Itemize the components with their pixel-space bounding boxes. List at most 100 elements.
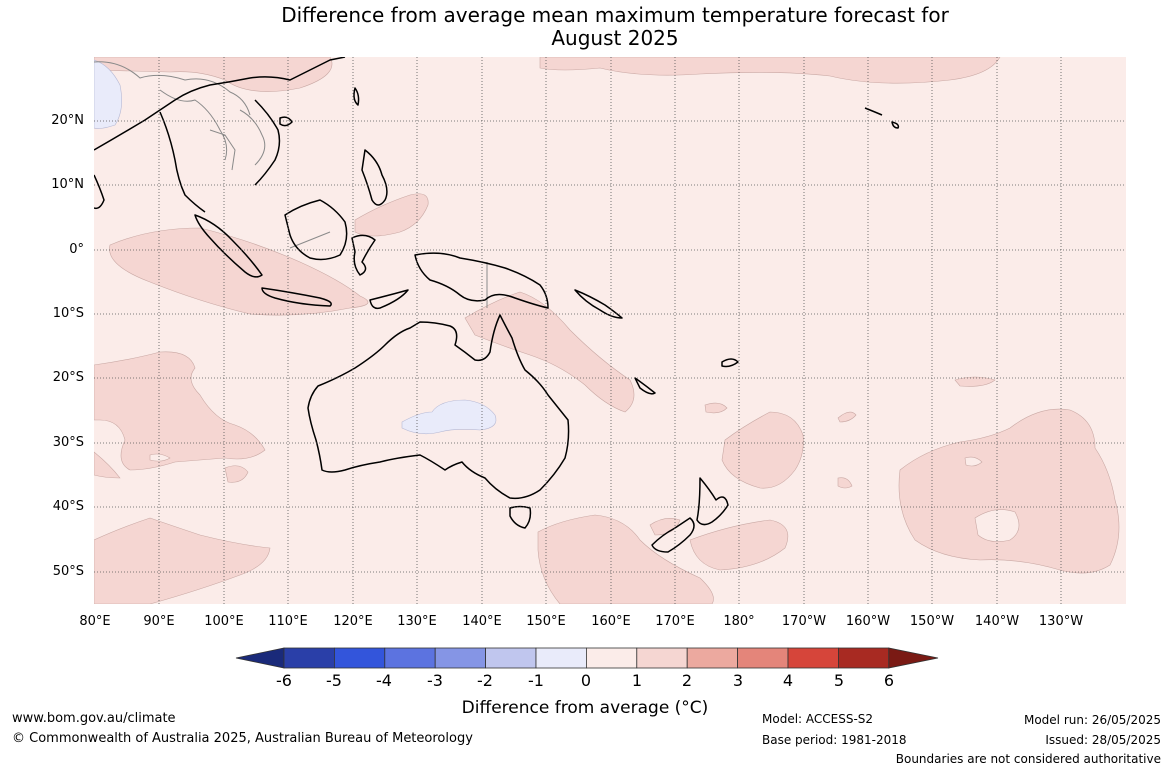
lon-label: 120°E xyxy=(333,614,373,629)
lat-label: 20°N xyxy=(51,113,84,128)
colorbar-tick: -4 xyxy=(376,671,392,690)
anomaly-region xyxy=(94,57,333,92)
anomaly-region xyxy=(401,399,497,435)
lon-label: 130°E xyxy=(397,614,437,629)
anomaly-region xyxy=(721,411,804,489)
anomaly-region xyxy=(537,514,714,604)
hainan-coastline xyxy=(279,116,293,127)
colorbar-tick: -2 xyxy=(477,671,493,690)
anomaly-regions-warm xyxy=(94,57,1120,604)
lat-label: 30°S xyxy=(52,435,84,450)
anomaly-region xyxy=(354,193,429,237)
colorbar-segment xyxy=(787,647,839,669)
sumatra-coastline xyxy=(194,214,263,278)
colorbar-tick: 6 xyxy=(883,671,895,690)
lat-label: 50°S xyxy=(52,564,84,579)
colorbar-segment xyxy=(485,647,537,669)
anomaly-region xyxy=(954,376,996,387)
philippines-coastline xyxy=(361,149,388,206)
anomaly-region xyxy=(649,518,681,536)
footer-copyright: © Commonwealth of Australia 2025, Austra… xyxy=(12,731,473,746)
colorbar-segment xyxy=(333,647,386,669)
anomaly-region xyxy=(94,517,271,604)
lon-label: 180° xyxy=(723,614,755,629)
footer-base-period: Base period: 1981-2018 xyxy=(762,733,907,747)
title-line-1: Difference from average mean maximum tem… xyxy=(281,3,949,27)
java-coastline xyxy=(261,287,332,307)
anomaly-region xyxy=(898,408,1120,574)
colorbar-segment xyxy=(384,647,436,669)
anomaly-region xyxy=(837,477,853,489)
lon-label: 160°E xyxy=(591,614,631,629)
anomaly-region xyxy=(94,351,266,471)
lon-label: 150°E xyxy=(526,614,566,629)
anomaly-region xyxy=(94,451,121,479)
anomaly-region xyxy=(539,57,1001,84)
new-zealand-south-coastline xyxy=(651,517,695,553)
anomaly-region xyxy=(704,402,728,414)
colorbar-segment xyxy=(434,647,487,669)
timor-coastline xyxy=(369,289,409,310)
lon-label: 160°W xyxy=(845,614,891,629)
colorbar-tick: 3 xyxy=(732,671,744,690)
colorbar-tick: 0 xyxy=(580,671,592,690)
footer-boundaries-note: Boundaries are not considered authoritat… xyxy=(895,752,1161,766)
anomaly-region xyxy=(94,59,122,129)
map-title: Difference from average mean maximum tem… xyxy=(0,4,1173,50)
lat-label: 0° xyxy=(69,242,84,257)
hawaii-coastline xyxy=(864,107,900,129)
colorbar-tick: -5 xyxy=(326,671,342,690)
lon-label: 110°E xyxy=(268,614,308,629)
india-coastline xyxy=(94,174,105,210)
anomaly-region xyxy=(109,227,369,316)
colorbar-segment xyxy=(283,647,335,669)
anomaly-regions-cool xyxy=(94,59,497,435)
lat-label: 40°S xyxy=(52,499,84,514)
footer-model-run: Model run: 26/05/2025 xyxy=(1023,713,1161,727)
sulawesi-coastline xyxy=(351,234,376,276)
colorbar-tick: 5 xyxy=(833,671,845,690)
colorbar-segment xyxy=(838,647,890,669)
lon-label: 90°E xyxy=(143,614,175,629)
anomaly-hole xyxy=(149,453,171,462)
australia-coastline xyxy=(307,314,570,500)
taiwan-coastline xyxy=(353,87,360,106)
graticule xyxy=(94,57,1126,604)
new-zealand-north-coastline xyxy=(696,477,729,526)
lat-label: 20°S xyxy=(52,370,84,385)
anomaly-hole xyxy=(964,456,983,467)
lon-label: 140°E xyxy=(462,614,502,629)
lon-label: 140°W xyxy=(974,614,1020,629)
colorbar-tick: -1 xyxy=(528,671,544,690)
colorbar-tick: 2 xyxy=(681,671,693,690)
colorbar-label: Difference from average (°C) xyxy=(461,698,709,718)
new-guinea-coastline xyxy=(414,252,549,309)
colorbar-segment xyxy=(737,647,789,669)
anomaly-region xyxy=(464,291,635,413)
colorbar-segment xyxy=(586,647,638,669)
colorbar-tick: 1 xyxy=(631,671,643,690)
lon-label: 130°W xyxy=(1038,614,1084,629)
new-caledonia-coastline xyxy=(634,377,656,395)
footer-issued: Issued: 28/05/2025 xyxy=(1045,733,1161,747)
colorbar-segment xyxy=(636,647,688,669)
coastlines xyxy=(94,57,900,553)
borneo-coastline xyxy=(284,199,348,261)
colorbar-tick: -3 xyxy=(427,671,443,690)
tasmania-coastline xyxy=(509,505,532,529)
colorbar-tick: -6 xyxy=(276,671,292,690)
anomaly-region xyxy=(837,411,857,423)
colorbar-segment xyxy=(686,647,739,669)
anomaly-region xyxy=(224,465,249,483)
lat-label: 10°S xyxy=(52,306,84,321)
colorbar-tick: 4 xyxy=(782,671,794,690)
lon-label: 80°E xyxy=(79,614,111,629)
footer-url: www.bom.gov.au/climate xyxy=(12,711,176,726)
colorbar-arrow-low xyxy=(235,647,285,669)
lon-label: 150°W xyxy=(909,614,955,629)
country-boundaries xyxy=(94,61,488,308)
colorbar-arrow-high xyxy=(888,647,939,669)
title-line-2: August 2025 xyxy=(551,26,679,50)
